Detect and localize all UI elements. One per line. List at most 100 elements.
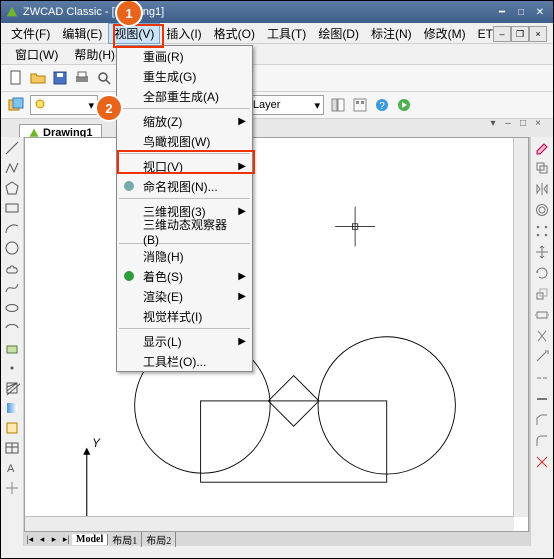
preview-icon[interactable] — [93, 67, 115, 89]
doc-pin-icon[interactable]: ▾ — [486, 116, 500, 130]
submenu-arrow-icon: ▶ — [238, 291, 246, 302]
save-icon[interactable] — [49, 67, 71, 89]
rect-icon[interactable] — [3, 199, 21, 217]
submenu-arrow-icon: ▶ — [238, 271, 246, 282]
open-icon[interactable] — [27, 67, 49, 89]
submenu-arrow-icon: ▶ — [238, 116, 246, 127]
titlebar: ZWCAD Classic - [Drawing1] ━ □ ✕ — [1, 1, 553, 23]
mirror-icon[interactable] — [534, 181, 550, 200]
join-icon[interactable] — [534, 391, 550, 410]
menu-draw[interactable]: 绘图(D) — [312, 23, 365, 44]
arc-icon[interactable] — [3, 219, 21, 237]
menu-insert[interactable]: 插入(I) — [160, 23, 207, 44]
help-icon[interactable]: ? — [371, 94, 393, 116]
move-icon[interactable] — [534, 244, 550, 263]
menuitem-3dorbit[interactable]: 三维动态观察器(B) — [117, 221, 252, 241]
doc-close2-button[interactable]: × — [531, 116, 545, 130]
modify-toolbar — [530, 137, 553, 546]
menu-dim[interactable]: 标注(N) — [365, 23, 418, 44]
svg-text:?: ? — [379, 101, 385, 112]
break-icon[interactable] — [534, 370, 550, 389]
line-icon[interactable] — [3, 139, 21, 157]
new-icon[interactable] — [5, 67, 27, 89]
scale-icon[interactable] — [534, 286, 550, 305]
rotate-icon[interactable] — [534, 265, 550, 284]
doc-min2-button[interactable]: – — [501, 116, 515, 130]
dcenter-icon[interactable] — [349, 94, 371, 116]
revcloud-icon[interactable] — [3, 259, 21, 277]
layer-combo[interactable]: ▾ — [30, 95, 98, 115]
doc-close-button[interactable]: × — [529, 26, 547, 42]
extend-icon[interactable] — [534, 349, 550, 368]
copy-icon[interactable] — [534, 160, 550, 179]
point-icon[interactable] — [3, 359, 21, 377]
mtext-icon[interactable]: A — [3, 459, 21, 477]
props-icon[interactable] — [327, 94, 349, 116]
menu-edit[interactable]: 编辑(E) — [56, 23, 108, 44]
menu-tools[interactable]: 工具(T) — [261, 23, 312, 44]
maximize-button[interactable]: □ — [512, 5, 530, 19]
menu-file[interactable]: 文件(F) — [5, 23, 56, 44]
menuitem-redraw[interactable]: 重画(R) — [117, 46, 252, 66]
helix-icon[interactable] — [3, 479, 21, 497]
polyline-icon[interactable] — [3, 159, 21, 177]
table-icon[interactable] — [3, 439, 21, 457]
tab-nav-next[interactable]: ▸ — [48, 534, 60, 545]
close-button[interactable]: ✕ — [531, 5, 549, 19]
menu-separator — [119, 153, 250, 154]
menuitem-render[interactable]: 渲染(E)▶ — [117, 286, 252, 306]
layout2-tab[interactable]: 布局2 — [142, 532, 176, 547]
menu-window[interactable]: 窗口(W) — [7, 44, 66, 65]
drawing-canvas[interactable]: X Y — [24, 137, 529, 532]
gradient-icon[interactable] — [3, 399, 21, 417]
menuitem-regenall[interactable]: 全部重生成(A) — [117, 86, 252, 106]
erase-icon[interactable] — [534, 139, 550, 158]
bulb-icon — [34, 99, 46, 111]
tab-nav-prev[interactable]: ◂ — [36, 534, 48, 545]
trim-icon[interactable] — [534, 328, 550, 347]
submenu-arrow-icon: ▶ — [238, 336, 246, 347]
spline-icon[interactable] — [3, 279, 21, 297]
menu-format[interactable]: 格式(O) — [208, 23, 261, 44]
menuitem-display[interactable]: 显示(L)▶ — [117, 331, 252, 351]
menuitem-vstyle[interactable]: 视觉样式(I) — [117, 306, 252, 326]
explode-icon[interactable] — [534, 454, 550, 473]
array-icon[interactable] — [534, 223, 550, 242]
callout-1: 1 — [117, 1, 141, 25]
layerprop-icon[interactable] — [5, 94, 27, 116]
model-tab[interactable]: Model — [72, 534, 108, 545]
horizontal-scrollbar[interactable] — [25, 516, 514, 531]
region-icon[interactable] — [3, 419, 21, 437]
menuitem-hide[interactable]: 消隐(H) — [117, 246, 252, 266]
menuitem-zoom[interactable]: 缩放(Z)▶ — [117, 111, 252, 131]
menuitem-viewport[interactable]: 视口(V)▶ — [117, 156, 252, 176]
hatch-icon[interactable] — [3, 379, 21, 397]
menu-modify[interactable]: 修改(M) — [418, 23, 472, 44]
tab-nav-last[interactable]: ▸| — [60, 534, 72, 545]
polygon-icon[interactable] — [3, 179, 21, 197]
tab-nav-first[interactable]: |◂ — [24, 534, 36, 545]
menu-help[interactable]: 帮助(H) — [66, 44, 123, 65]
vertical-scrollbar[interactable] — [513, 138, 528, 517]
menuitem-shade[interactable]: 着色(S)▶ — [117, 266, 252, 286]
play-icon[interactable] — [393, 94, 415, 116]
print-icon[interactable] — [71, 67, 93, 89]
menu-view[interactable]: 视图(V) — [108, 23, 160, 44]
stretch-icon[interactable] — [534, 307, 550, 326]
chamfer-icon[interactable] — [534, 412, 550, 431]
menuitem-namedview[interactable]: 命名视图(N)... — [117, 176, 252, 196]
minimize-button[interactable]: ━ — [493, 5, 511, 19]
ellipse-icon[interactable] — [3, 299, 21, 317]
doc-min-button[interactable]: – — [493, 26, 511, 42]
layout1-tab[interactable]: 布局1 — [108, 532, 142, 547]
ellipsearc-icon[interactable] — [3, 319, 21, 337]
menuitem-toolbars[interactable]: 工具栏(O)... — [117, 351, 252, 371]
fillet-icon[interactable] — [534, 433, 550, 452]
menuitem-regen[interactable]: 重生成(G) — [117, 66, 252, 86]
offset-icon[interactable] — [534, 202, 550, 221]
doc-max2-button[interactable]: □ — [516, 116, 530, 130]
doc-restore-button[interactable]: ❐ — [511, 26, 529, 42]
block-icon[interactable] — [3, 339, 21, 357]
circle-icon[interactable] — [3, 239, 21, 257]
menuitem-aerial[interactable]: 鸟瞰视图(W) — [117, 131, 252, 151]
